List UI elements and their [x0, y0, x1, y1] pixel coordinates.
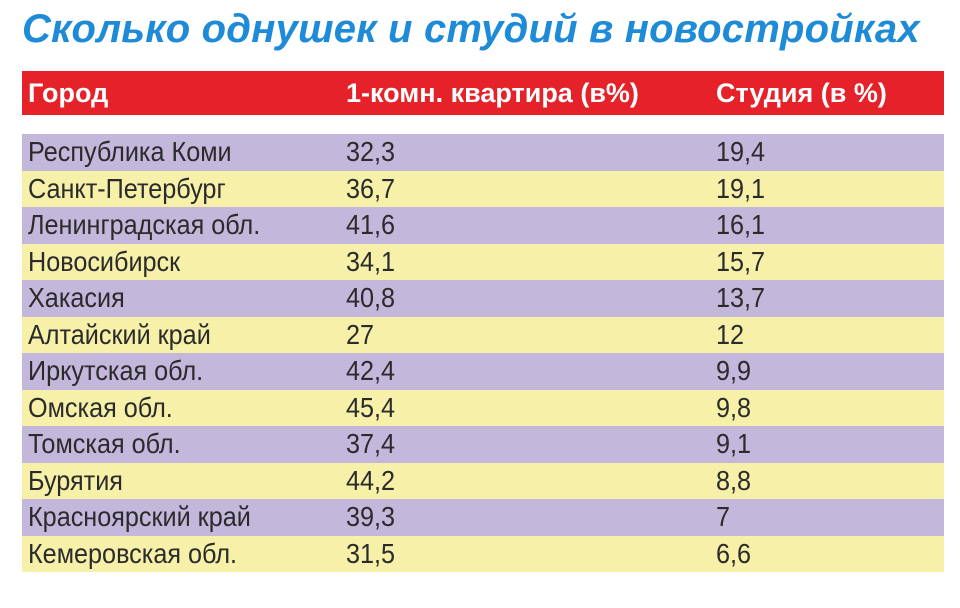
table-cell-studio: 9,8	[716, 391, 752, 423]
table-cell-studio: 12	[716, 318, 745, 350]
table-cell-studio: 9,1	[716, 428, 752, 459]
table-row: Омская обл. 45,4 9,8	[22, 389, 944, 426]
table-cell-one-room: 34,1	[346, 245, 396, 277]
table-row: Томская обл. 37,4 9,1	[22, 426, 944, 463]
table-row: Кемеровская обл. 31,5 6,6	[22, 535, 944, 572]
table-row: Алтайский край 27 12	[22, 316, 944, 353]
table-cell-city: Кемеровская обл.	[28, 537, 238, 569]
table-cell-city: Красноярский край	[28, 501, 251, 532]
table-cell-one-room: 36,7	[346, 172, 396, 204]
table-cell-studio: 16,1	[716, 209, 766, 240]
table-cell-one-room: 31,5	[346, 537, 396, 569]
table-cell-city: Иркутская обл.	[28, 355, 204, 386]
table-body: Республика Коми 32,3 19,4 Санкт-Петербург 36…	[22, 134, 944, 572]
table-cell-one-room: 44,2	[346, 464, 396, 496]
table-cell-city: Томская обл.	[28, 428, 181, 459]
table-cell-studio: 7	[716, 501, 731, 532]
table-cell-city: Алтайский край	[28, 318, 211, 350]
table-row: Иркутская обл. 42,4 9,9	[22, 353, 944, 390]
table-cell-studio: 8,8	[716, 464, 752, 496]
column-header-studio: Студия (в %)	[716, 78, 887, 108]
table-row: Бурятия 44,2 8,8	[22, 462, 944, 499]
table-cell-city: Новосибирск	[28, 245, 181, 277]
table-cell-one-room: 37,4	[346, 428, 396, 459]
table-cell-studio: 19,4	[716, 136, 766, 167]
table-header: Город 1-комн. квартира (в%) Студия (в %)	[22, 71, 944, 115]
table-cell-one-room: 32,3	[346, 136, 396, 167]
table-cell-studio: 15,7	[716, 245, 766, 277]
page-title: Сколько однушек и студий в новостройках	[22, 7, 920, 51]
column-header-one-room: 1-комн. квартира (в%)	[346, 78, 639, 108]
table-cell-city: Бурятия	[28, 464, 123, 496]
table-cell-one-room: 40,8	[346, 282, 396, 313]
table-row: Санкт-Петербург 36,7 19,1	[22, 170, 944, 207]
table-cell-one-room: 42,4	[346, 355, 396, 386]
table-cell-studio: 13,7	[716, 282, 766, 313]
table-cell-one-room: 45,4	[346, 391, 396, 423]
table-cell-one-room: 41,6	[346, 209, 396, 240]
table-cell-one-room: 27	[346, 318, 375, 350]
table-cell-city: Республика Коми	[28, 136, 232, 167]
table-cell-city: Омская обл.	[28, 391, 173, 423]
table-cell-one-room: 39,3	[346, 501, 396, 532]
table-row: Красноярский край 39,3 7	[22, 499, 944, 536]
table-row: Республика Коми 32,3 19,4	[22, 134, 944, 171]
table-cell-studio: 19,1	[716, 172, 766, 204]
table-cell-studio: 9,9	[716, 355, 752, 386]
table-cell-city: Санкт-Петербург	[28, 172, 226, 204]
column-header-city: Город	[28, 78, 109, 108]
table-cell-studio: 6,6	[716, 537, 752, 569]
table-cell-city: Ленинградская обл.	[28, 209, 261, 240]
table-cell-city: Хакасия	[28, 282, 125, 313]
table-row: Хакасия 40,8 13,7	[22, 280, 944, 317]
table-row: Новосибирск 34,1 15,7	[22, 243, 944, 280]
table-row: Ленинградская обл. 41,6 16,1	[22, 207, 944, 244]
